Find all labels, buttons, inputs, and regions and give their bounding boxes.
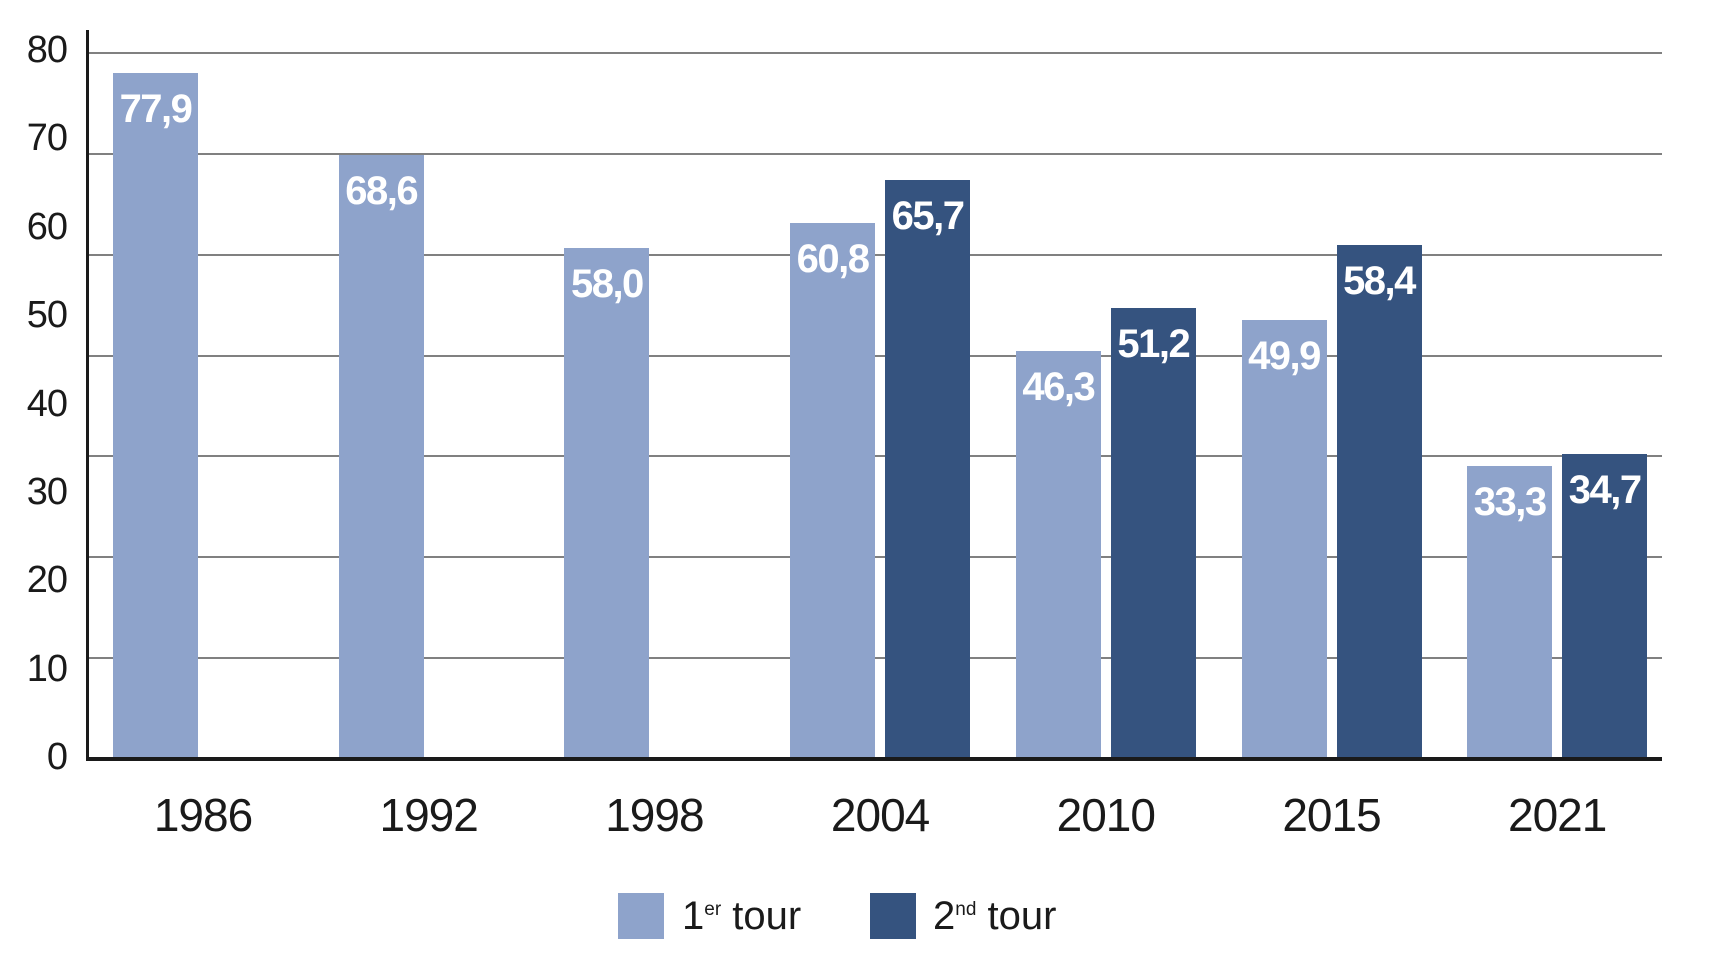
bar-value-label: 34,7 — [1568, 467, 1642, 512]
gridline — [85, 152, 1662, 155]
y-axis-tick-label: 10 — [26, 647, 68, 690]
gridline — [85, 52, 1662, 54]
bar-value-label: 33,3 — [1473, 480, 1547, 525]
bar-1986-1er-tour: 77,9 — [113, 72, 198, 760]
y-axis-tick-label: 60 — [26, 205, 68, 248]
bar-2021-2nd-tour: 34,7 — [1562, 453, 1648, 760]
y-axis-tick-label: 0 — [46, 736, 68, 778]
x-axis-line — [85, 757, 1662, 761]
x-axis-label-1992: 1992 — [379, 789, 479, 841]
bar-value-label: 58,4 — [1343, 258, 1416, 303]
bar-value-label: 46,3 — [1022, 365, 1095, 410]
bar-value-label: 49,9 — [1248, 333, 1321, 378]
bar-2015-2nd-tour: 58,4 — [1336, 244, 1422, 760]
bar-2021-1er-tour: 33,3 — [1467, 466, 1553, 760]
bar-value-label: 58,0 — [570, 262, 644, 307]
bar-2010-1er-tour: 46,3 — [1015, 351, 1101, 760]
x-axis-label-1986: 1986 — [153, 789, 253, 841]
bar-2010-2nd-tour: 51,2 — [1110, 308, 1196, 760]
y-axis-tick-label: 20 — [26, 559, 68, 602]
y-axis-tick-label: 80 — [26, 29, 68, 71]
bar-2004-1er-tour: 60,8 — [790, 223, 876, 760]
x-axis-label-2015: 2015 — [1282, 789, 1381, 841]
bar-value-label: 60,8 — [796, 237, 870, 282]
bar-value-label: 51,2 — [1117, 322, 1190, 367]
bar-value-label: 68,6 — [345, 168, 418, 213]
bar-value-label: 77,9 — [119, 86, 193, 131]
y-axis-tick-label: 40 — [26, 382, 68, 425]
y-axis-line — [85, 30, 89, 761]
bar-1992-1er-tour: 68,6 — [338, 154, 424, 760]
bar-value-label: 65,7 — [891, 194, 965, 239]
x-axis-label-1998: 1998 — [605, 789, 704, 841]
x-axis-label-2004: 2004 — [830, 789, 930, 841]
x-axis-label-2021: 2021 — [1508, 789, 1607, 841]
bar-2004-2nd-tour: 65,7 — [885, 180, 971, 760]
y-axis-tick-label: 30 — [26, 470, 68, 513]
bar-1998-1er-tour: 58,0 — [564, 248, 650, 760]
y-axis-tick-label: 70 — [26, 117, 68, 160]
y-axis-tick-label: 50 — [26, 294, 68, 337]
bar-2015-1er-tour: 49,9 — [1241, 319, 1327, 760]
x-axis-label-2010: 2010 — [1056, 789, 1156, 841]
